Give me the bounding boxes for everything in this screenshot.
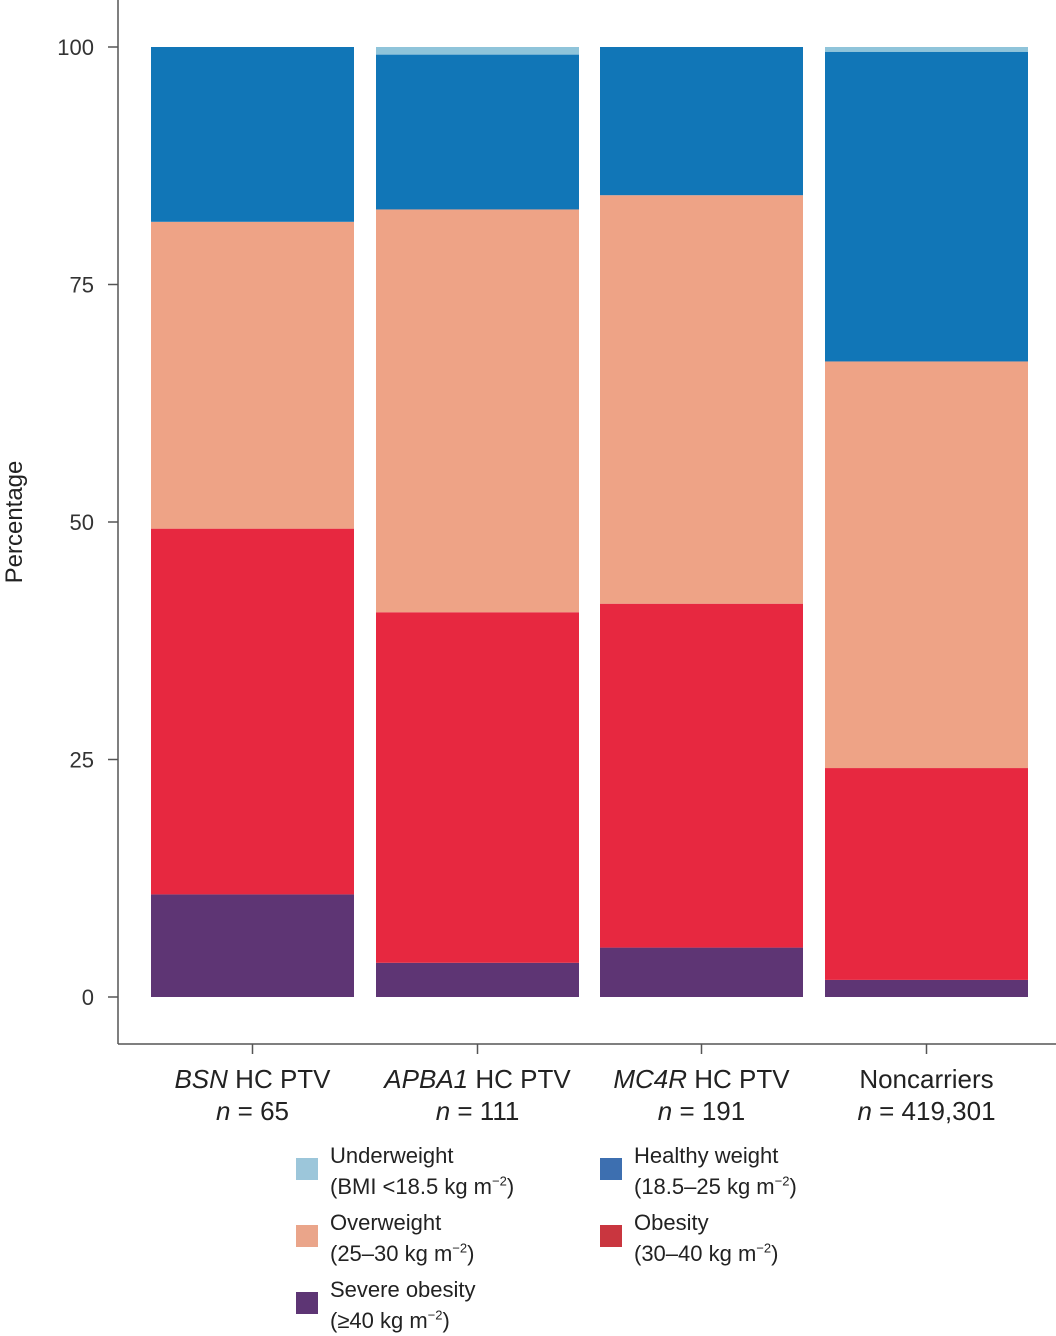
bar-segment-severe-obesity-3 — [600, 947, 803, 997]
legend-label-overweight: Overweight — [330, 1210, 442, 1235]
legend-label-severe-obesity: Severe obesity — [330, 1277, 476, 1302]
legend-suffix-healthy-weight: ) — [789, 1174, 797, 1199]
bar-segment-obesity-1 — [151, 528, 354, 895]
bar-segment-underweight-2 — [376, 47, 579, 55]
bar-segment-healthy-weight-3 — [600, 47, 803, 196]
legend-text-healthy-weight: Healthy weight (18.5–25 kg m−2) — [634, 1140, 797, 1202]
x-category-n-4: n = 419,301 — [857, 1096, 995, 1126]
legend-item-healthy-weight: Healthy weight (18.5–25 kg m−2) — [594, 1140, 884, 1200]
legend-exp-obesity: −2 — [756, 1240, 772, 1256]
legend-label-healthy-weight: Healthy weight — [634, 1143, 779, 1168]
y-tick-label-100: 100 — [57, 35, 94, 60]
y-tick-label-75: 75 — [70, 273, 94, 298]
y-tick-label-25: 25 — [70, 748, 94, 773]
legend-detail-overweight: (25–30 kg m — [330, 1241, 453, 1266]
x-category-n-3: n = 191 — [658, 1096, 745, 1126]
legend-swatch-obesity — [600, 1225, 622, 1247]
bars-group — [151, 47, 1028, 997]
legend-swatch-healthy-weight — [600, 1158, 622, 1180]
bar-segment-obesity-2 — [376, 612, 579, 963]
bar-segment-overweight-1 — [151, 221, 354, 529]
legend-detail-underweight: (BMI <18.5 kg m — [330, 1174, 493, 1199]
bar-segment-severe-obesity-2 — [376, 962, 579, 997]
bar-segment-underweight-4 — [825, 47, 1028, 52]
legend-label-obesity: Obesity — [634, 1210, 709, 1235]
legend-suffix-underweight: ) — [506, 1174, 515, 1199]
legend-item-obesity: Obesity (30–40 kg m−2) — [594, 1207, 884, 1267]
bar-segment-overweight-3 — [600, 195, 803, 604]
legend-detail-severe-obesity: (≥40 kg m — [330, 1308, 428, 1333]
legend-exp-severe-obesity: −2 — [427, 1307, 443, 1323]
legend-exp-overweight: −2 — [452, 1240, 468, 1256]
bar-segment-severe-obesity-1 — [151, 894, 354, 997]
legend-item-underweight: Underweight (BMI <18.5 kg m−2) — [290, 1140, 580, 1200]
legend-swatch-underweight — [296, 1158, 318, 1180]
legend-detail-obesity: (30–40 kg m — [634, 1241, 757, 1266]
legend-suffix-overweight: ) — [467, 1241, 475, 1266]
legend-item-overweight: Overweight (25–30 kg m−2) — [290, 1207, 580, 1267]
bar-segment-healthy-weight-2 — [376, 54, 579, 210]
legend-detail-healthy-weight: (18.5–25 kg m — [634, 1174, 775, 1199]
x-category-label-4: Noncarriers — [859, 1064, 993, 1094]
bar-segment-overweight-2 — [376, 209, 579, 613]
x-category-label-2: APBA1 HC PTV — [382, 1064, 571, 1094]
legend-swatch-overweight — [296, 1225, 318, 1247]
legend-suffix-severe-obesity: ) — [442, 1308, 450, 1333]
legend-text-severe-obesity: Severe obesity (≥40 kg m−2) — [330, 1274, 476, 1336]
bar-segment-overweight-4 — [825, 361, 1028, 769]
x-category-label-3: MC4R HC PTV — [613, 1064, 790, 1094]
legend-swatch-severe-obesity — [296, 1292, 318, 1314]
bar-segment-healthy-weight-4 — [825, 51, 1028, 362]
bar-segment-healthy-weight-1 — [151, 47, 354, 222]
legend: Underweight (BMI <18.5 kg m−2) Healthy w… — [290, 1140, 850, 1333]
x-category-label-1: BSN HC PTV — [174, 1064, 331, 1094]
legend-exp-healthy-weight: −2 — [774, 1173, 790, 1189]
legend-item-severe-obesity: Severe obesity (≥40 kg m−2) — [290, 1274, 580, 1334]
legend-text-obesity: Obesity (30–40 kg m−2) — [634, 1207, 778, 1269]
legend-text-underweight: Underweight (BMI <18.5 kg m−2) — [330, 1140, 514, 1202]
legend-exp-underweight: −2 — [492, 1173, 507, 1189]
legend-text-overweight: Overweight (25–30 kg m−2) — [330, 1207, 474, 1269]
bar-segment-obesity-3 — [600, 603, 803, 948]
legend-suffix-obesity: ) — [771, 1241, 779, 1266]
bar-segment-obesity-4 — [825, 768, 1028, 980]
bar-segment-severe-obesity-4 — [825, 979, 1028, 997]
y-tick-label-0: 0 — [82, 985, 94, 1010]
x-category-n-1: n = 65 — [216, 1096, 289, 1126]
y-tick-label-50: 50 — [70, 510, 94, 535]
y-axis-title: Percentage — [1, 461, 28, 584]
legend-label-underweight: Underweight — [330, 1143, 454, 1168]
y-ticks-group: 0 25 50 75 100 — [57, 35, 118, 1010]
x-category-n-2: n = 111 — [436, 1096, 520, 1126]
